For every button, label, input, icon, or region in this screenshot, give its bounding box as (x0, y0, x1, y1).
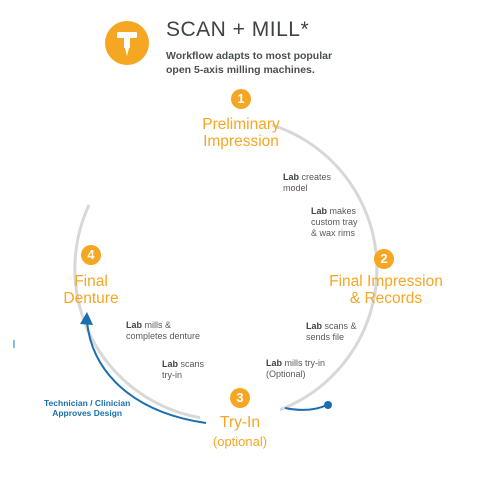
note-bold: Lab (266, 358, 283, 368)
note-bold: Lab (283, 172, 300, 182)
note-text: completes denture (126, 331, 201, 341)
note-bold: Lab (162, 359, 179, 369)
note-text: scans & (322, 321, 357, 331)
step-label-line: Final Impression (329, 273, 443, 290)
approval-note-line: Technician / Clinician (44, 398, 131, 408)
step-4-label: Final Denture (51, 273, 131, 307)
step-2-badge: 2 (374, 249, 394, 269)
note-text: (Optional) (266, 369, 306, 379)
note-lab-makes-tray: Lab makes custom tray & wax rims (311, 206, 358, 239)
page-subtitle: Workflow adapts to most popular open 5-a… (166, 49, 366, 77)
step-label-line: & Records (349, 290, 423, 307)
blue-arrowhead (80, 312, 93, 325)
note-text: sends file (306, 332, 345, 342)
note-lab-scans-sends: Lab scans & sends file (306, 321, 357, 343)
note-lab-scans-tryin: Lab scans try-in (162, 359, 204, 381)
subtitle-line: open 5-axis milling machines. (166, 64, 315, 76)
approval-note: Technician / Clinician Approves Design (44, 398, 130, 418)
blue-approve-arc (86, 321, 207, 424)
note-lab-mills-completes: Lab mills & completes denture (126, 320, 200, 342)
step-label-line: Final (74, 273, 108, 290)
subtitle-line: Workflow adapts to most popular (166, 50, 333, 62)
note-lab-creates-model: Lab creates model (283, 172, 331, 194)
step-3-label: Try-In (optional) (200, 414, 280, 450)
page-title: SCAN + MILL* (166, 18, 310, 41)
step-label-line: Preliminary (202, 116, 280, 133)
step-1-label: Preliminary Impression (181, 116, 301, 150)
step-1-badge: 1 (231, 89, 251, 109)
step-label-line: (optional) (212, 434, 268, 449)
note-lab-mills-tryin: Lab mills try-in (Optional) (266, 358, 325, 380)
step-2-label: Final Impression & Records (316, 273, 456, 307)
step-4-badge: 4 (81, 245, 101, 265)
note-text: & wax rims (311, 228, 356, 238)
step-label-line: Denture (63, 290, 119, 307)
step-label-line: Impression (203, 133, 279, 150)
note-bold: Lab (311, 206, 328, 216)
workflow-ring (73, 123, 379, 422)
note-text: mills try-in (282, 358, 326, 368)
note-bold: Lab (306, 321, 323, 331)
note-text: model (283, 183, 308, 193)
step-label-line: Try-In (220, 414, 260, 431)
note-text: mills & (142, 320, 172, 330)
blue-return-arc (284, 404, 328, 411)
logo-badge (105, 21, 149, 65)
note-text: makes (327, 206, 357, 216)
note-bold: Lab (126, 320, 143, 330)
blue-dot (324, 401, 332, 409)
approval-note-line: Approves Design (52, 408, 123, 418)
note-text: custom tray (311, 217, 358, 227)
step-3-badge: 3 (230, 388, 250, 408)
milling-tool-icon (117, 32, 137, 56)
note-text: try-in (162, 370, 182, 380)
note-text: creates (299, 172, 332, 182)
note-text: scans (178, 359, 205, 369)
